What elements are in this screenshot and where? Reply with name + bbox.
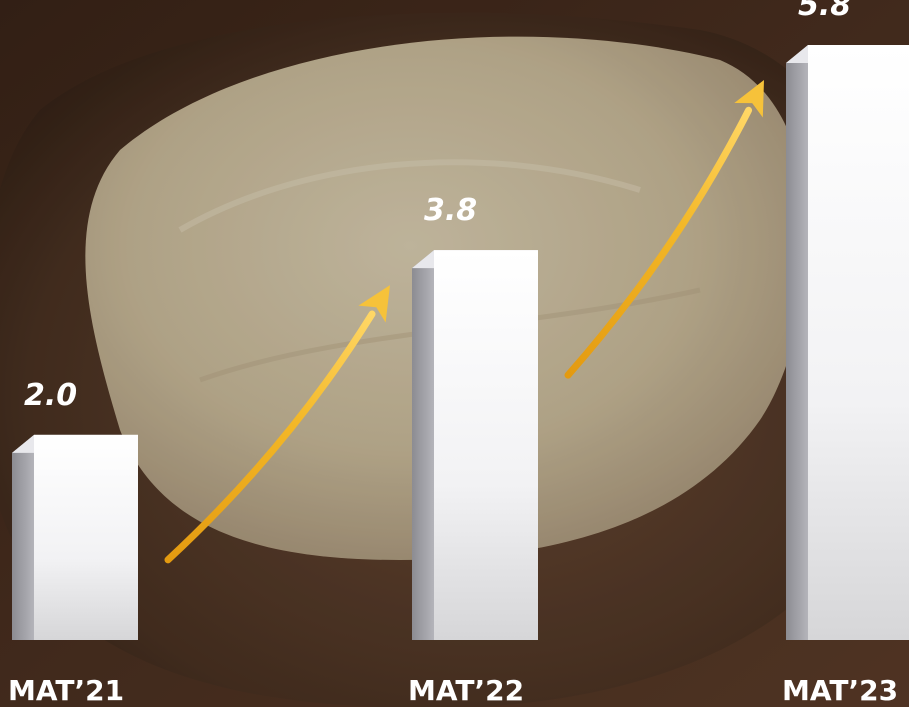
category-label: MAT’22 (408, 674, 524, 707)
value-label: 3.8 (424, 193, 477, 228)
bar (12, 434, 138, 640)
bar (786, 45, 909, 640)
bar (412, 250, 538, 640)
trend-arrow-shaft (564, 106, 753, 379)
trend-arrow-head (734, 80, 764, 118)
bar-side-face (12, 434, 34, 640)
bar-side-face (412, 250, 434, 640)
category-labels-group: MAT’21 MAT’22 MAT’23 (8, 674, 898, 707)
value-label: 5.8 (798, 0, 851, 23)
bar-front-face (34, 434, 138, 640)
bars-group (12, 45, 909, 640)
bar-side-face (786, 45, 808, 640)
category-label: MAT’21 (8, 674, 124, 707)
spread-swirl (178, 159, 641, 233)
value-label: 2.0 (24, 378, 77, 413)
trend-arrow (564, 80, 764, 379)
trend-arrow (164, 285, 390, 564)
trend-arrows (164, 80, 764, 564)
trend-arrow-head (358, 285, 390, 323)
bar-front-face (434, 250, 538, 640)
value-labels-group: 2.0 3.8 5.8 (24, 0, 851, 413)
trend-arrow-shaft (164, 310, 376, 564)
bar-front-face (808, 45, 909, 640)
category-label: MAT’23 (782, 674, 898, 707)
